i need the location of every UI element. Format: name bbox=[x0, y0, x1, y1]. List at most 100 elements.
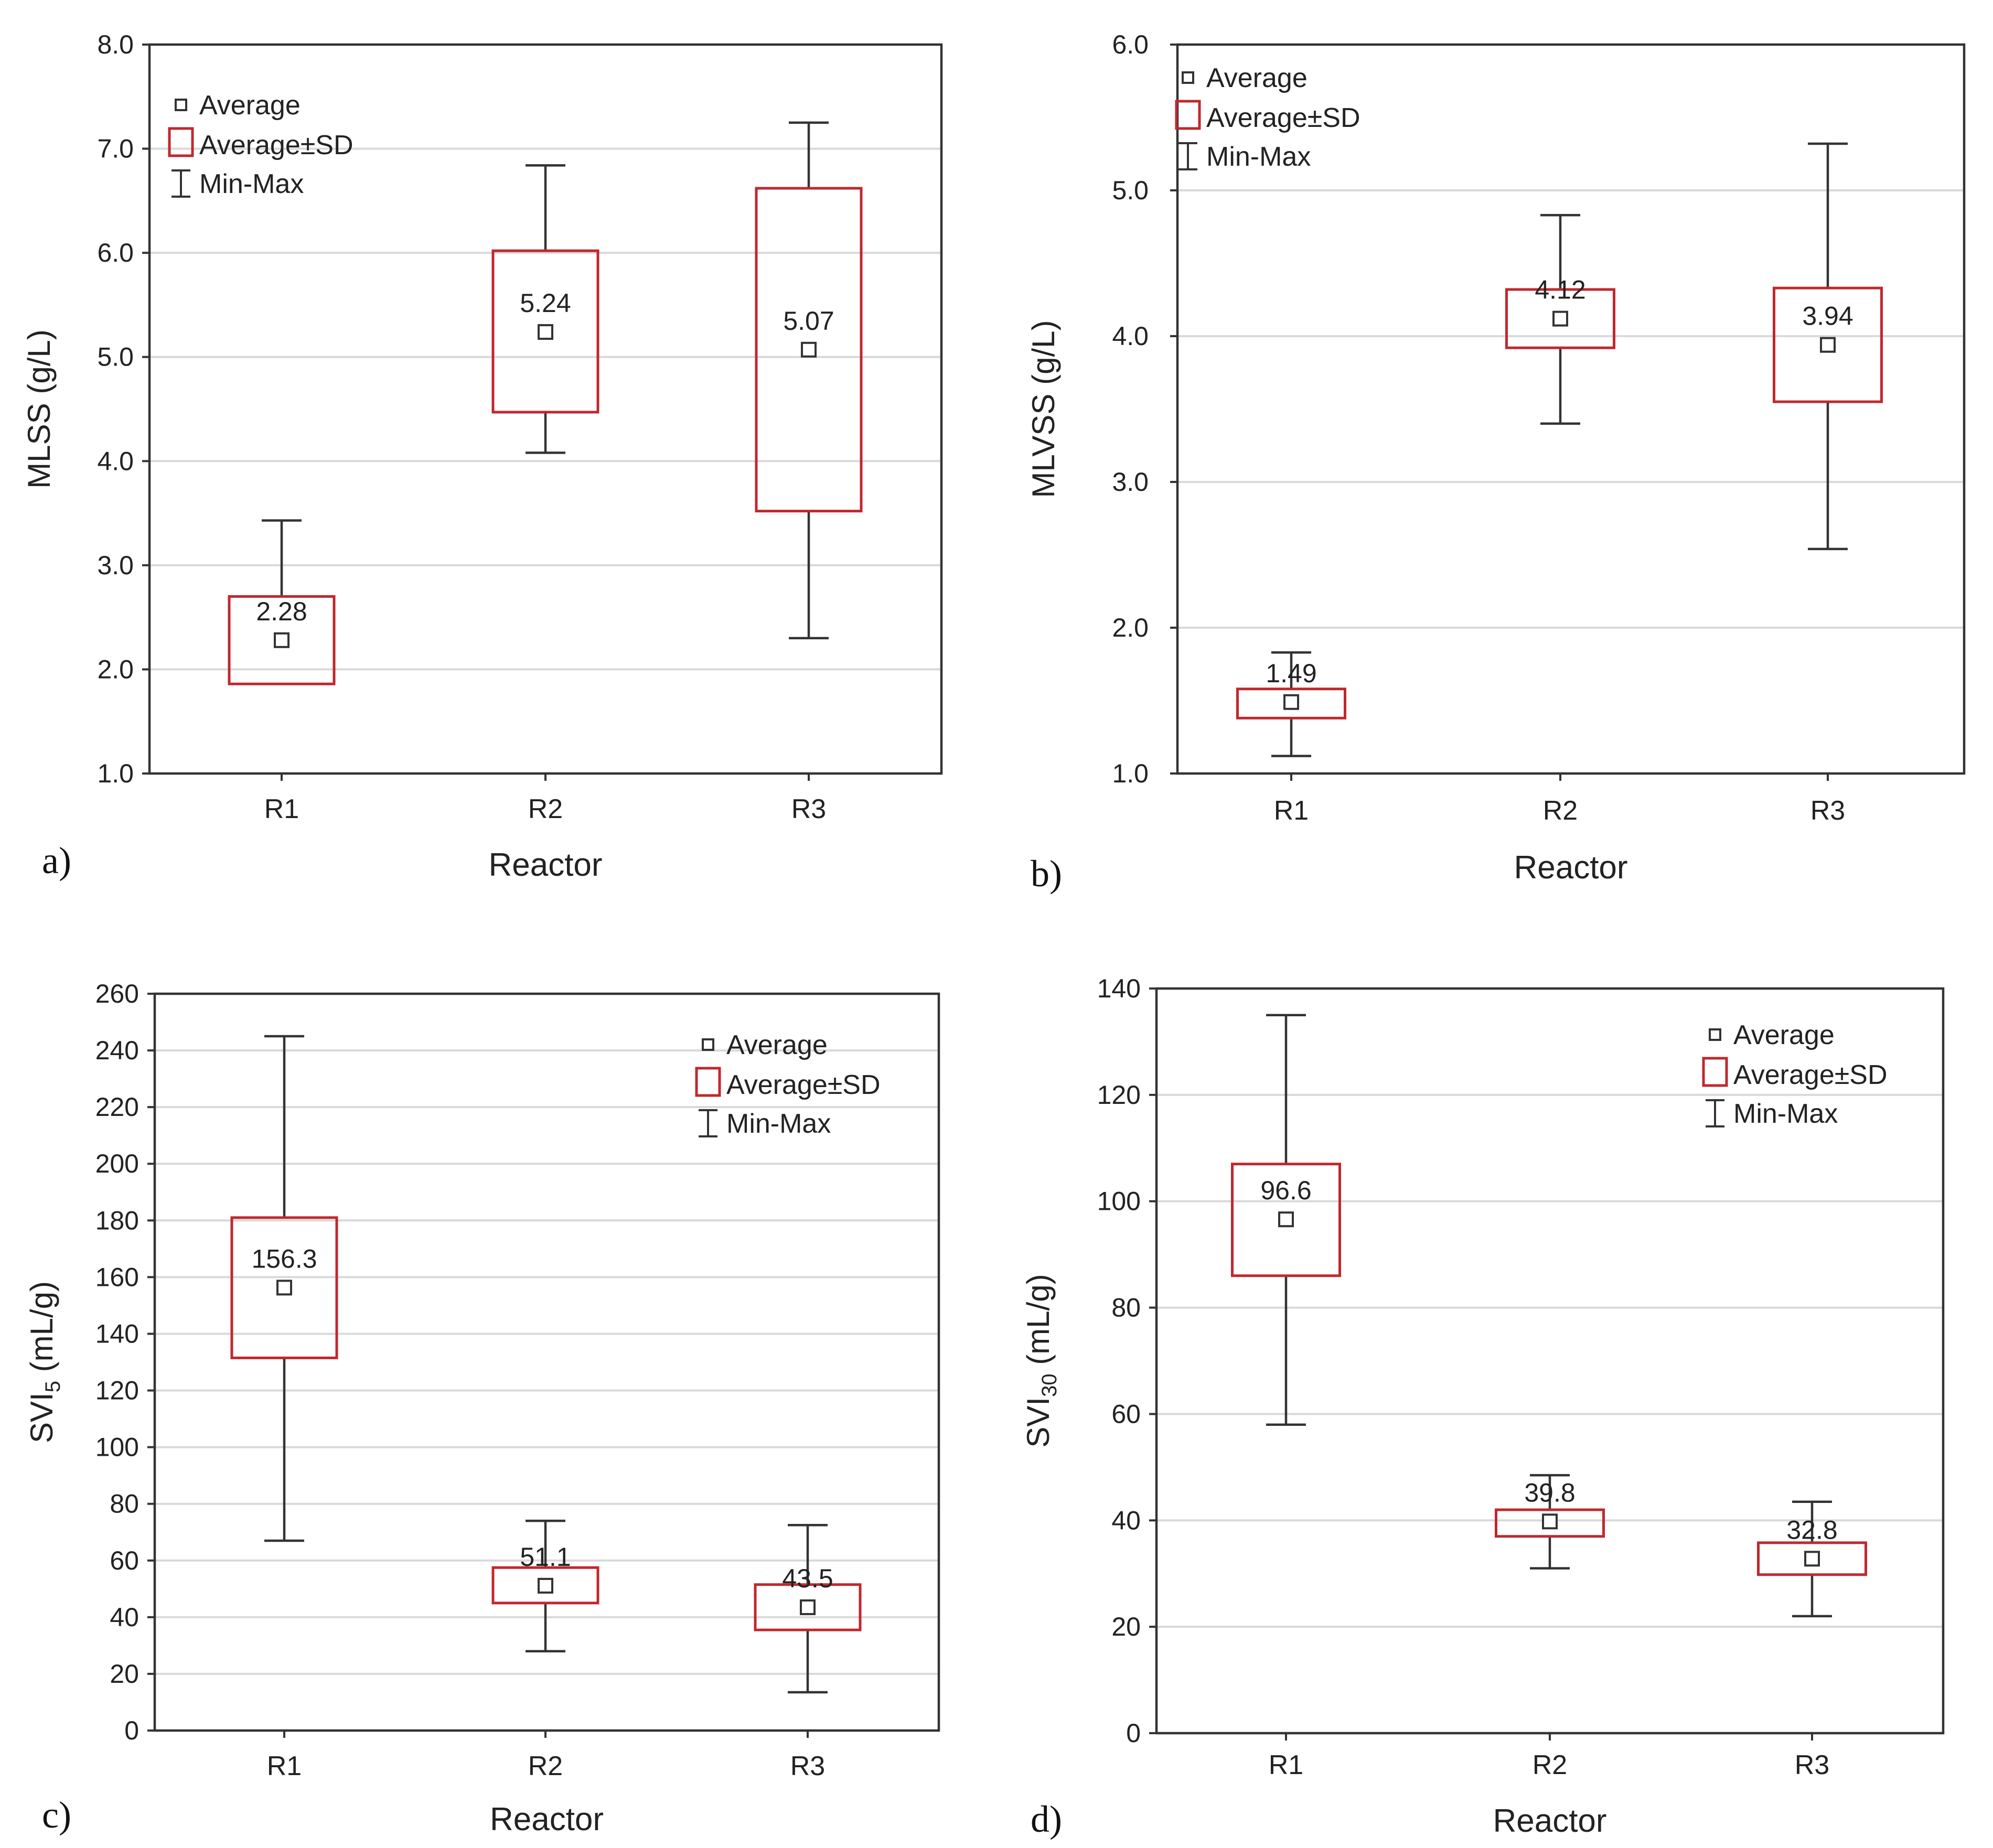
x-tick-label: R3 bbox=[1795, 1750, 1829, 1780]
legend-sd-icon bbox=[1175, 100, 1201, 130]
legend-average-icon bbox=[1182, 71, 1194, 84]
average-value-label: 5.07 bbox=[783, 306, 834, 336]
y-tick-label: 2.0 bbox=[97, 654, 134, 684]
y-tick-label: 220 bbox=[95, 1092, 139, 1122]
y-tick-label: 100 bbox=[95, 1433, 139, 1462]
x-tick-label: R1 bbox=[267, 1751, 302, 1781]
average-marker bbox=[538, 1577, 553, 1594]
x-tick-label: R1 bbox=[1269, 1750, 1303, 1780]
y-tick-label: 20 bbox=[1111, 1612, 1141, 1641]
y-tick-label: 80 bbox=[1111, 1293, 1141, 1323]
y-tick-label: 180 bbox=[95, 1206, 139, 1235]
y-tick-label: 3.0 bbox=[97, 551, 134, 580]
legend-average-label: Average bbox=[1206, 63, 1308, 93]
y-tick-label: 160 bbox=[95, 1262, 139, 1292]
box-r1: 96.6 bbox=[1231, 1014, 1341, 1426]
y-tick-label: 7.0 bbox=[97, 134, 134, 164]
legend-average-icon bbox=[175, 99, 187, 111]
legend-minmax-label: Min-Max bbox=[726, 1109, 831, 1139]
y-tick-label: 20 bbox=[110, 1659, 139, 1689]
sd-box bbox=[1773, 286, 1883, 403]
y-tick-label: 40 bbox=[1111, 1506, 1141, 1535]
panel-label: d) bbox=[1031, 1798, 1062, 1840]
average-marker bbox=[1804, 1551, 1820, 1567]
average-value-label: 156.3 bbox=[251, 1244, 317, 1273]
y-tick-label: 60 bbox=[110, 1546, 139, 1575]
chart-panel-b: 1.0 2.0 3.0 4.0 5.0 6.0 R1 R2 R3 1.49 4.12 3.94 Aver… bbox=[1026, 30, 1966, 895]
plot-frame bbox=[153, 992, 940, 1732]
legend-average-label: Average bbox=[726, 1030, 828, 1060]
legend-sd-label: Average±SD bbox=[1733, 1060, 1888, 1090]
box-r2: 39.8 bbox=[1495, 1474, 1605, 1570]
average-marker bbox=[1283, 694, 1299, 710]
legend-minmax-label: Min-Max bbox=[1206, 142, 1311, 172]
y-tick-label: 5.0 bbox=[97, 342, 134, 372]
average-marker bbox=[274, 632, 290, 648]
plot-frame bbox=[1155, 987, 1945, 1735]
box-r3: 3.94 bbox=[1773, 142, 1883, 551]
legend-sd-label: Average±SD bbox=[1206, 103, 1360, 133]
y-axis-title: MLVSS (g/L) bbox=[1026, 320, 1061, 498]
x-axis-title: Reactor bbox=[488, 847, 602, 883]
sd-box bbox=[228, 595, 336, 685]
y-tick-label: 120 bbox=[95, 1376, 139, 1405]
x-tick-label: R3 bbox=[791, 794, 826, 824]
sd-box bbox=[754, 1583, 862, 1631]
y-tick-label: 140 bbox=[1097, 974, 1141, 1003]
legend-average-icon bbox=[1709, 1028, 1721, 1041]
y-tick-label: 0 bbox=[124, 1716, 139, 1745]
plot-frame bbox=[148, 43, 943, 775]
box-r1: 156.3 bbox=[230, 1035, 338, 1542]
panel-label: a) bbox=[42, 840, 71, 882]
y-tick-label: 260 bbox=[95, 979, 139, 1008]
panel-label: c) bbox=[42, 1794, 71, 1836]
y-axis-title: MLSS (g/L) bbox=[22, 329, 57, 488]
y-tick-label: 1.0 bbox=[1112, 759, 1149, 788]
legend: Average Average±SD Min-Max bbox=[1175, 63, 1360, 172]
y-tick-label: 5.0 bbox=[1112, 176, 1149, 205]
average-marker bbox=[1820, 337, 1836, 353]
average-marker bbox=[538, 324, 553, 340]
average-value-label: 96.6 bbox=[1260, 1176, 1311, 1205]
x-axis-title: Reactor bbox=[1514, 850, 1627, 886]
y-tick-label: 2.0 bbox=[1112, 613, 1149, 642]
legend-sd-label: Average±SD bbox=[199, 130, 353, 160]
legend-sd-icon bbox=[1702, 1057, 1728, 1087]
sd-box bbox=[230, 1216, 338, 1359]
average-marker bbox=[801, 341, 817, 358]
legend-average-label: Average bbox=[199, 90, 301, 121]
y-tick-label: 60 bbox=[1111, 1399, 1141, 1428]
y-tick-label: 1.0 bbox=[97, 759, 134, 788]
y-tick-label: 4.0 bbox=[1112, 321, 1149, 351]
y-tick-label: 240 bbox=[95, 1036, 139, 1065]
x-axis-title: Reactor bbox=[1493, 1803, 1606, 1839]
average-value-label: 39.8 bbox=[1524, 1478, 1575, 1507]
average-marker bbox=[800, 1599, 816, 1615]
box-r1: 1.49 bbox=[1236, 651, 1346, 757]
average-value-label: 32.8 bbox=[1786, 1515, 1837, 1544]
average-value-label: 3.94 bbox=[1802, 302, 1853, 331]
legend-sd-label: Average±SD bbox=[726, 1070, 881, 1100]
y-tick-label: 6.0 bbox=[97, 238, 134, 267]
box-r3: 5.07 bbox=[755, 121, 863, 640]
legend-sd-icon bbox=[168, 127, 194, 157]
sd-box bbox=[1236, 687, 1346, 719]
y-axis-title: SVI5 (mL/g) bbox=[24, 1281, 65, 1443]
x-axis-title: Reactor bbox=[490, 1801, 604, 1838]
legend-average-label: Average bbox=[1733, 1020, 1835, 1050]
average-value-label: 51.1 bbox=[520, 1542, 571, 1572]
box-r3: 32.8 bbox=[1757, 1500, 1867, 1618]
average-marker bbox=[1552, 310, 1568, 327]
sd-box bbox=[755, 187, 863, 513]
y-tick-label: 6.0 bbox=[1112, 30, 1149, 59]
legend-sd-icon bbox=[695, 1067, 721, 1097]
y-tick-label: 80 bbox=[110, 1489, 139, 1519]
box-r2: 51.1 bbox=[491, 1519, 599, 1652]
y-axis-title: SVI30 (mL/g) bbox=[1021, 1274, 1061, 1447]
sd-box bbox=[1231, 1163, 1341, 1277]
chart-panel-c: 0 20 40 60 80 100 120 140 160 180 200 220 240 260 R1 R2… bbox=[24, 979, 940, 1838]
y-tick-label: 0 bbox=[1126, 1718, 1141, 1748]
legend: Average Average±SD Min-Max bbox=[695, 1030, 881, 1139]
x-tick-label: R3 bbox=[790, 1751, 825, 1781]
